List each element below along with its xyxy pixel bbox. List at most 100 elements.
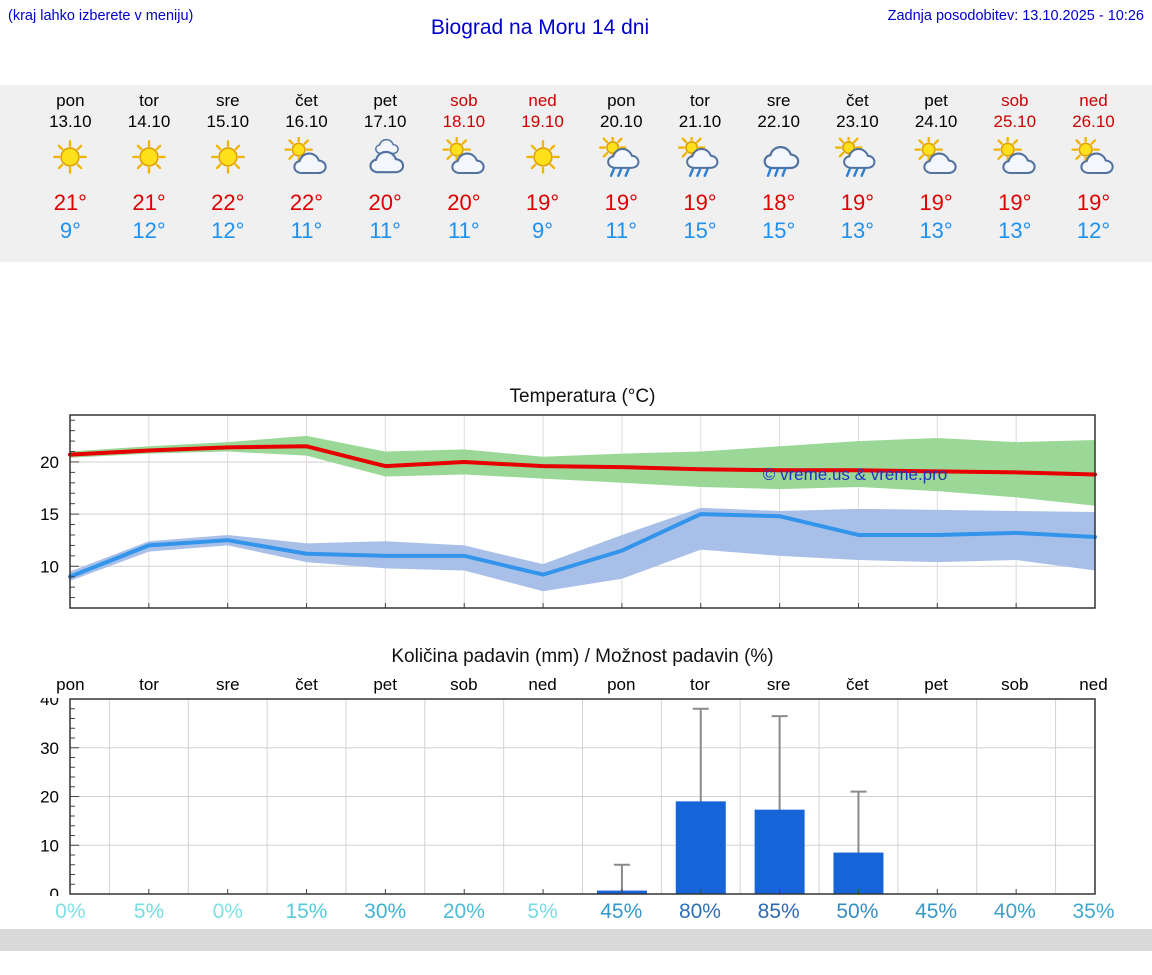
precip-percent: 45% bbox=[600, 900, 643, 923]
precipitation-chart-title: Količina padavin (mm) / Možnost padavin … bbox=[391, 646, 774, 667]
day-date: 24.10 bbox=[914, 112, 958, 131]
precip-day-label: pet bbox=[373, 675, 397, 694]
precip-day-label: čet bbox=[295, 675, 318, 694]
precip-percent: 85% bbox=[757, 900, 800, 923]
watermark: © vreme.us & vreme.pro bbox=[763, 465, 947, 484]
high-temp: 19° bbox=[1076, 190, 1111, 215]
sun-cloud-icon bbox=[267, 132, 346, 184]
high-temp: 19° bbox=[525, 190, 560, 215]
day-name: sre bbox=[766, 91, 791, 110]
low-temp: 12° bbox=[211, 218, 245, 243]
temp-ytick-label: 15 bbox=[40, 505, 59, 524]
day-name: tor bbox=[139, 91, 159, 110]
precip-day-label: tor bbox=[690, 675, 710, 694]
max-temp-line bbox=[68, 444, 1097, 477]
day-name: pet bbox=[924, 91, 948, 110]
forecast-day: pet 17.10 20° 11° bbox=[346, 85, 425, 262]
precip-ytick-label: 30 bbox=[40, 739, 59, 758]
sun-rain-icon bbox=[661, 132, 740, 184]
max-temp-band bbox=[70, 435, 1095, 506]
day-date: 14.10 bbox=[127, 112, 171, 131]
forecast-day: pet 24.10 19° 13° bbox=[897, 85, 976, 262]
forecast-strip: pon 13.10 21° 9° tor 14.10 21° 12° sre 15.10 22° 12… bbox=[0, 85, 1152, 262]
precip-bar bbox=[675, 801, 726, 894]
footer-bar bbox=[0, 929, 1152, 951]
precip-day-labels: pon tor sre čet pet sob ned pon tor sre čet pet sob n… bbox=[0, 675, 1152, 696]
high-temp: 19° bbox=[604, 190, 638, 215]
day-name: čet bbox=[846, 91, 869, 110]
day-date: 23.10 bbox=[836, 112, 879, 131]
temp-ytick-label: 20 bbox=[40, 453, 59, 472]
precip-day-label: sob bbox=[450, 675, 478, 694]
high-temp: 19° bbox=[683, 190, 717, 215]
temp-ytick-label: 10 bbox=[40, 557, 59, 576]
forecast-day: sob 25.10 19° 13° bbox=[975, 85, 1054, 262]
precip-day-label: pet bbox=[924, 675, 948, 694]
precipitation-chart: 0 10 20 30 40 bbox=[40, 698, 1096, 896]
high-temp: 20° bbox=[368, 190, 402, 215]
low-temp: 12° bbox=[1076, 218, 1111, 243]
menu-hint: (kraj lahko izberete v meniju) bbox=[8, 8, 194, 24]
sun-icon bbox=[31, 132, 110, 184]
precip-day-label: pon bbox=[56, 675, 85, 694]
precip-day-label: tor bbox=[139, 675, 159, 694]
precip-bar bbox=[833, 852, 884, 894]
precip-percent: 35% bbox=[1072, 900, 1115, 923]
low-temp: 11° bbox=[290, 218, 323, 243]
precip-percent-row: 0% 5% 0% 15% 30% 20% 5% 45% 80% 85% 50% 45% 40% 35% bbox=[0, 900, 1152, 926]
sun-icon bbox=[503, 132, 582, 184]
sun-rain-icon bbox=[582, 132, 661, 184]
day-name: ned bbox=[528, 91, 557, 110]
day-name: sob bbox=[1001, 91, 1029, 110]
day-date: 21.10 bbox=[678, 112, 722, 131]
day-date: 13.10 bbox=[49, 112, 92, 131]
forecast-day: čet 16.10 22° 11° bbox=[267, 85, 346, 262]
high-temp: 22° bbox=[211, 190, 245, 215]
precip-percent: 0% bbox=[212, 900, 243, 923]
precip-percent: 5% bbox=[527, 900, 558, 923]
high-temp: 21° bbox=[53, 190, 87, 215]
precip-percent: 50% bbox=[836, 900, 879, 923]
day-date: 18.10 bbox=[442, 112, 486, 131]
precip-percent: 20% bbox=[442, 900, 485, 923]
day-date: 15.10 bbox=[206, 112, 250, 131]
high-temp: 20° bbox=[447, 190, 481, 215]
low-temp: 15° bbox=[683, 218, 717, 243]
min-temp-line bbox=[68, 512, 1097, 579]
sun-icon bbox=[110, 132, 189, 184]
precip-percent: 80% bbox=[678, 900, 721, 923]
day-name: pet bbox=[373, 91, 397, 110]
precip-bar bbox=[754, 809, 805, 894]
day-name: pon bbox=[607, 91, 636, 110]
precip-ytick-label: 0 bbox=[50, 885, 59, 896]
sun-cloud-icon bbox=[975, 132, 1054, 184]
day-date: 25.10 bbox=[993, 112, 1037, 131]
low-temp: 11° bbox=[369, 218, 401, 243]
precip-percent: 0% bbox=[55, 900, 86, 923]
precip-day-label: sob bbox=[1001, 675, 1029, 694]
forecast-day: čet 23.10 19° 13° bbox=[818, 85, 897, 262]
high-temp: 22° bbox=[289, 190, 324, 215]
precip-percent: 15% bbox=[285, 900, 328, 923]
low-temp: 11° bbox=[448, 218, 480, 243]
day-name: ned bbox=[1079, 91, 1108, 110]
precip-percent: 5% bbox=[133, 900, 165, 923]
low-temp: 13° bbox=[998, 218, 1032, 243]
forecast-day: sre 15.10 22° 12° bbox=[188, 85, 267, 262]
cloud-icon bbox=[346, 132, 425, 184]
low-temp: 9° bbox=[59, 218, 81, 243]
sun-icon bbox=[188, 132, 267, 184]
precip-day-label: sre bbox=[766, 675, 791, 694]
day-name: sre bbox=[215, 91, 240, 110]
day-date: 20.10 bbox=[600, 112, 643, 131]
high-temp: 21° bbox=[132, 190, 166, 215]
low-temp: 11° bbox=[605, 218, 638, 243]
last-updated: Zadnja posodobitev: 13.10.2025 - 10:26 bbox=[887, 8, 1144, 24]
forecast-day: pon 13.10 21° 9° bbox=[31, 85, 110, 262]
precip-day-label: čet bbox=[846, 675, 869, 694]
forecast-day: tor 21.10 19° 15° bbox=[661, 85, 740, 262]
precip-ytick-label: 20 bbox=[40, 788, 59, 807]
precip-percent: 40% bbox=[993, 900, 1036, 923]
day-date: 26.10 bbox=[1072, 112, 1115, 131]
precip-ytick-label: 10 bbox=[40, 836, 59, 855]
